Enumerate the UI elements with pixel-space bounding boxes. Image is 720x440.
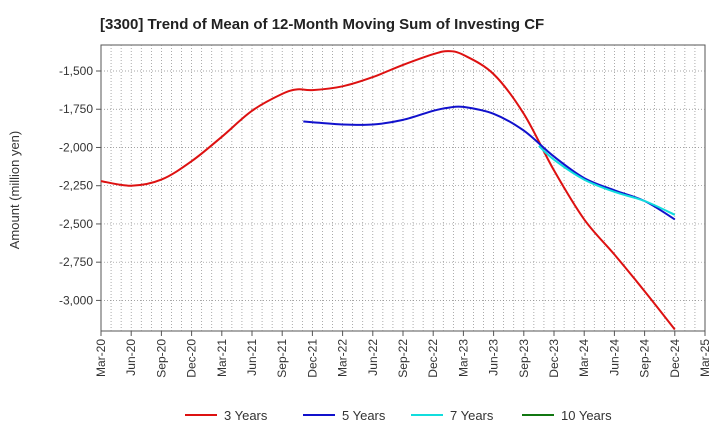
x-tick-label: Mar-24 [577,339,591,377]
legend-label: 7 Years [450,408,494,423]
y-tick-label: -1,750 [59,102,93,116]
series-line-5-years [303,105,676,221]
x-tick-label: Jun-23 [487,339,501,376]
x-tick-label: Sep-21 [275,339,289,378]
y-tick-label: -3,000 [59,293,93,307]
x-tick-label: Sep-22 [396,339,410,378]
legend-label: 10 Years [561,408,612,423]
x-tick-label: Mar-25 [698,339,712,377]
legend-label: 3 Years [224,408,268,423]
y-axis-ticks: -1,500 -1,750 -2,000 -2,250 -2,500 -2,750 -3,0… [59,64,101,307]
x-tick-label: Sep-24 [638,339,652,378]
series-lines [100,50,676,331]
x-tick-label: Jun-24 [607,339,621,376]
series-line-7-years [538,145,676,216]
x-tick-label: Jun-21 [245,339,259,376]
y-axis-label: Amount (million yen) [7,131,22,250]
x-tick-label: Sep-23 [517,339,531,378]
series-line-3-years [100,50,676,331]
x-tick-label: Mar-23 [456,339,470,377]
chart-title: [3300] Trend of Mean of 12-Month Moving … [100,16,544,33]
x-tick-label: Jun-20 [124,339,138,376]
x-axis-ticks: Mar-20 Jun-20 Sep-20 Dec-20 Mar-21 Jun-21 Sep-… [94,331,712,378]
x-tick-label: Jun-22 [366,339,380,376]
x-tick-label: Dec-23 [547,339,561,378]
y-tick-label: -2,750 [59,255,93,269]
x-tick-label: Mar-21 [215,339,229,377]
x-tick-label: Dec-21 [305,339,319,378]
legend: 3 Years 5 Years 7 Years 10 Years [185,408,612,423]
x-tick-label: Dec-24 [668,339,682,378]
x-tick-label: Dec-22 [426,339,440,378]
x-tick-label: Sep-20 [154,339,168,378]
y-tick-label: -1,500 [59,64,93,78]
y-tick-label: -2,500 [59,217,93,231]
x-tick-label: Dec-20 [185,339,199,378]
y-tick-label: -2,250 [59,179,93,193]
x-tick-label: Mar-22 [336,339,350,377]
x-tick-label: Mar-20 [94,339,108,377]
y-tick-label: -2,000 [59,140,93,154]
legend-label: 5 Years [342,408,386,423]
